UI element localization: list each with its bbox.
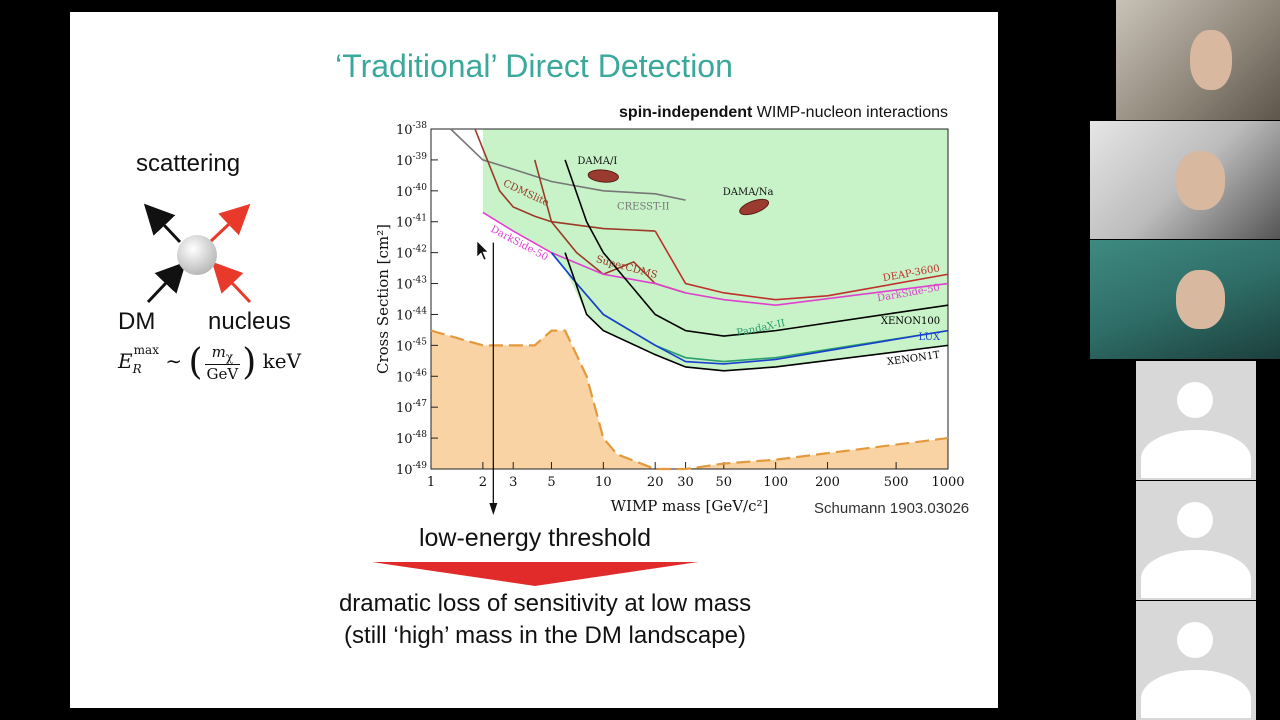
series-label: XENON100 — [881, 316, 940, 327]
participant-2[interactable] — [1090, 121, 1280, 239]
citation: Schumann 1903.03026 — [814, 500, 970, 517]
participant-face — [1175, 150, 1225, 210]
participant-face — [1189, 30, 1233, 90]
mouse-cursor-icon — [476, 240, 489, 261]
x-tick-label: 100 — [763, 475, 788, 490]
scattering-label: scattering — [136, 150, 241, 177]
outgoing-dm-arrow — [143, 203, 182, 244]
series-label: LUX — [918, 332, 941, 343]
incoming-dm-arrow — [146, 261, 187, 304]
x-tick-label: 1 — [427, 475, 435, 490]
x-axis-label: WIMP mass [GeV/c²] — [611, 497, 769, 515]
series-line — [474, 128, 656, 232]
conclusion-line-1: dramatic loss of sensitivity at low mass — [338, 590, 752, 617]
x-tick-label: 500 — [884, 475, 909, 490]
y-axis-label: Cross Section [cm²] — [374, 224, 392, 374]
series-label: CRESST-II — [617, 201, 670, 212]
plot-header-bold: spin-independent — [619, 104, 753, 121]
x-tick-label: 50 — [716, 475, 733, 490]
participant-6[interactable] — [1136, 601, 1256, 720]
neutrino-floor-region — [431, 330, 948, 469]
series-line — [550, 252, 949, 365]
avatar-head — [1176, 622, 1213, 659]
participant-3[interactable] — [1090, 240, 1280, 359]
x-tick-label: 3 — [509, 475, 517, 490]
outgoing-nucleus-arrow — [208, 203, 251, 244]
series-line — [450, 128, 686, 201]
y-tick-label: 10-39 — [396, 152, 427, 169]
series-label: DAMA/Na — [723, 187, 774, 198]
x-tick-label: 5 — [547, 475, 555, 490]
series-line — [564, 159, 949, 337]
threshold-label: low-energy threshold — [418, 524, 652, 552]
y-tick-label: 10-38 — [396, 121, 427, 138]
recoil-energy-formula: ERmax ∼ (mχ GeV) keV — [118, 342, 302, 383]
y-tick-label: 10-41 — [396, 214, 427, 231]
y-tick-label: 10-45 — [396, 337, 427, 354]
series-contour — [587, 169, 619, 183]
avatar-body — [1140, 670, 1252, 718]
y-tick-label: 10-42 — [396, 245, 427, 262]
series-contour — [739, 198, 770, 216]
participant-5[interactable] — [1136, 481, 1256, 600]
series-line — [564, 252, 949, 372]
y-tick-label: 10-44 — [396, 306, 427, 323]
scattering-diagram: scattering DM nucleus — [70, 12, 370, 432]
series-line — [430, 329, 949, 471]
series-label: DAMA/I — [577, 156, 617, 167]
dm-label: DM — [118, 308, 156, 335]
avatar-body — [1140, 430, 1252, 478]
x-tick-label: 10 — [595, 475, 612, 490]
down-arrow-icon — [372, 562, 698, 586]
avatar-body — [1140, 550, 1252, 598]
avatar-head — [1176, 382, 1213, 419]
slide-title: ‘Traditional’ Direct Detection — [335, 48, 733, 84]
x-tick-label: 2 — [479, 475, 487, 490]
scattering-arrows — [143, 203, 252, 304]
y-tick-label: 10-46 — [396, 368, 427, 385]
threshold-arrowhead — [489, 503, 498, 515]
x-tick-label: 1000 — [931, 475, 964, 490]
x-tick-label: 30 — [677, 475, 694, 490]
interaction-vertex — [177, 235, 217, 275]
avatar-head — [1176, 502, 1213, 539]
series-line — [654, 230, 949, 301]
conclusion-line-2: (still ‘high’ mass in the DM landscape) — [344, 622, 746, 649]
y-tick-label: 10-49 — [396, 461, 427, 478]
plot-header-rest: WIMP-nucleon interactions — [752, 104, 948, 121]
x-tick-label: 200 — [815, 475, 840, 490]
x-tick-label: 20 — [647, 475, 664, 490]
nucleus-label: nucleus — [208, 308, 291, 335]
y-tick-label: 10-43 — [396, 276, 427, 293]
y-tick-label: 10-48 — [396, 430, 427, 447]
plot-header: spin-independent WIMP-nucleon interactio… — [619, 104, 948, 122]
participant-4[interactable] — [1136, 361, 1256, 480]
series-line — [482, 211, 949, 306]
exclusion-plot: 1 2 3 5 10 20 30 50 100 200 500 1000 10-38 10-39 10-40… — [374, 121, 965, 515]
slide: ‘Traditional’ Direct Detection scatterin… — [70, 12, 998, 708]
participant-face — [1175, 269, 1225, 330]
y-tick-label: 10-40 — [396, 183, 427, 200]
participant-1[interactable] — [1116, 0, 1280, 120]
incoming-nucleus-arrow — [211, 261, 252, 304]
y-tick-label: 10-47 — [396, 399, 427, 416]
